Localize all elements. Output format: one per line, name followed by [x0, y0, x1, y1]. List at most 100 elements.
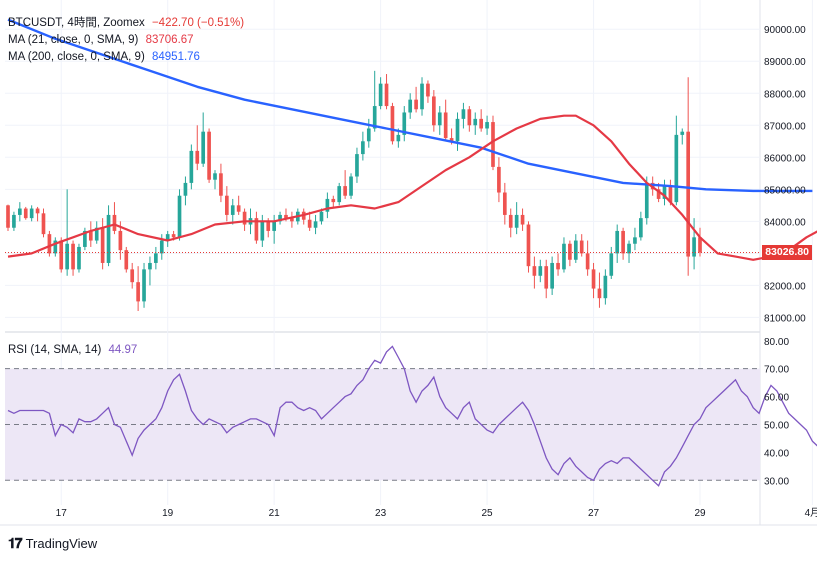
rsi-tick-label: 70.00	[764, 365, 789, 376]
candle-body	[130, 269, 135, 283]
candle-body	[124, 250, 129, 270]
candle-body	[284, 214, 288, 219]
candle-body	[544, 266, 549, 289]
candle	[502, 182, 507, 225]
candle-body	[83, 230, 87, 247]
candle-body	[106, 214, 111, 263]
legend-ma200-row[interactable]: MA (200, close, 0, SMA, 9) 84951.76	[8, 49, 200, 65]
rsi-tick-label: 50.00	[764, 420, 789, 431]
candle-body	[656, 189, 661, 199]
candle-body	[502, 192, 507, 215]
legend-rsi-row[interactable]: RSI (14, SMA, 14) 44.97	[8, 342, 137, 358]
candle	[213, 170, 217, 190]
candle-body	[568, 243, 572, 260]
candle-body	[384, 83, 389, 107]
candle-body	[177, 195, 182, 238]
candle	[402, 106, 407, 142]
candle-body	[148, 262, 152, 270]
candle	[183, 176, 188, 206]
price-tick-label: 82000.00	[764, 281, 806, 292]
candle-body	[213, 173, 217, 180]
axes: 90000.00 89000.00 88000.00 87000.00 86000.00…	[56, 25, 817, 519]
candle	[497, 157, 501, 203]
candle	[432, 90, 436, 132]
candle-body	[278, 214, 282, 222]
candle	[35, 206, 40, 222]
candle	[242, 208, 247, 231]
candle	[177, 189, 182, 241]
time-tick-label: 4月	[805, 507, 817, 519]
candle-body	[53, 240, 58, 254]
candle-body	[29, 208, 34, 219]
candle	[467, 106, 472, 132]
candle	[384, 74, 389, 110]
candle	[12, 211, 16, 231]
candle-body	[171, 234, 176, 238]
candle-body	[260, 221, 265, 241]
candle	[130, 262, 135, 289]
change-value: −422.70 (−0.51%)	[151, 17, 245, 29]
candle	[100, 218, 105, 270]
legend-ma21-row[interactable]: MA (21, close, 0, SMA, 9) 83706.67	[8, 32, 194, 48]
candle	[609, 246, 614, 279]
price-tick-label: 85000.00	[764, 185, 806, 196]
time-tick-label: 29	[694, 508, 706, 519]
candle-body	[698, 237, 702, 253]
candle-body	[313, 221, 318, 228]
candle	[455, 112, 460, 151]
candle	[408, 93, 413, 119]
candle	[479, 109, 483, 132]
candle	[272, 214, 276, 244]
brand[interactable]: 𝟏𝟕 TradingView	[8, 535, 97, 552]
candle-body	[597, 288, 602, 299]
candle	[41, 208, 46, 238]
price-tick-label: 86000.00	[764, 153, 806, 164]
candle	[662, 179, 667, 206]
candle	[290, 211, 294, 228]
rsi-tick-label: 30.00	[764, 476, 789, 487]
candle	[562, 237, 566, 273]
candle-body	[692, 237, 696, 257]
candle-body	[473, 118, 478, 126]
candle	[491, 115, 495, 171]
candle-body	[526, 224, 531, 267]
candle-body	[307, 219, 312, 228]
brand-name: TradingView	[25, 536, 98, 551]
candle-body	[414, 99, 418, 110]
candle-body	[325, 198, 330, 212]
candle	[361, 131, 365, 161]
candle-body	[402, 112, 407, 135]
moving-averages	[5, 18, 817, 261]
ma200-value: 84951.76	[151, 51, 200, 63]
candle-body	[668, 186, 673, 203]
candle-body	[6, 205, 10, 228]
candles	[6, 70, 702, 311]
rsi-value: 44.97	[108, 344, 138, 356]
candle	[639, 211, 643, 241]
candle-body	[236, 205, 241, 212]
candle-body	[449, 138, 454, 142]
candle	[225, 186, 229, 222]
candle-body	[59, 240, 64, 270]
candle-body	[118, 230, 123, 251]
price-tick-label: 90000.00	[764, 25, 806, 36]
candle-body	[420, 83, 424, 110]
candle-body	[47, 234, 52, 254]
candle	[94, 221, 99, 244]
time-tick-label: 19	[162, 508, 174, 519]
candle-body	[627, 243, 631, 254]
candle-body	[65, 243, 69, 270]
legend-symbol-row: BTCUSDT, 4時間, Zoomex −422.70 (−0.51%)	[8, 15, 244, 31]
candle	[219, 163, 223, 203]
candle	[520, 208, 525, 231]
candle	[526, 221, 531, 273]
candle	[508, 208, 513, 238]
candle	[390, 102, 395, 145]
candle	[53, 237, 58, 257]
candle-body	[71, 243, 75, 270]
candle-body	[426, 83, 430, 97]
price-tick-label: 84000.00	[764, 217, 806, 228]
rsi-line	[7, 345, 817, 487]
